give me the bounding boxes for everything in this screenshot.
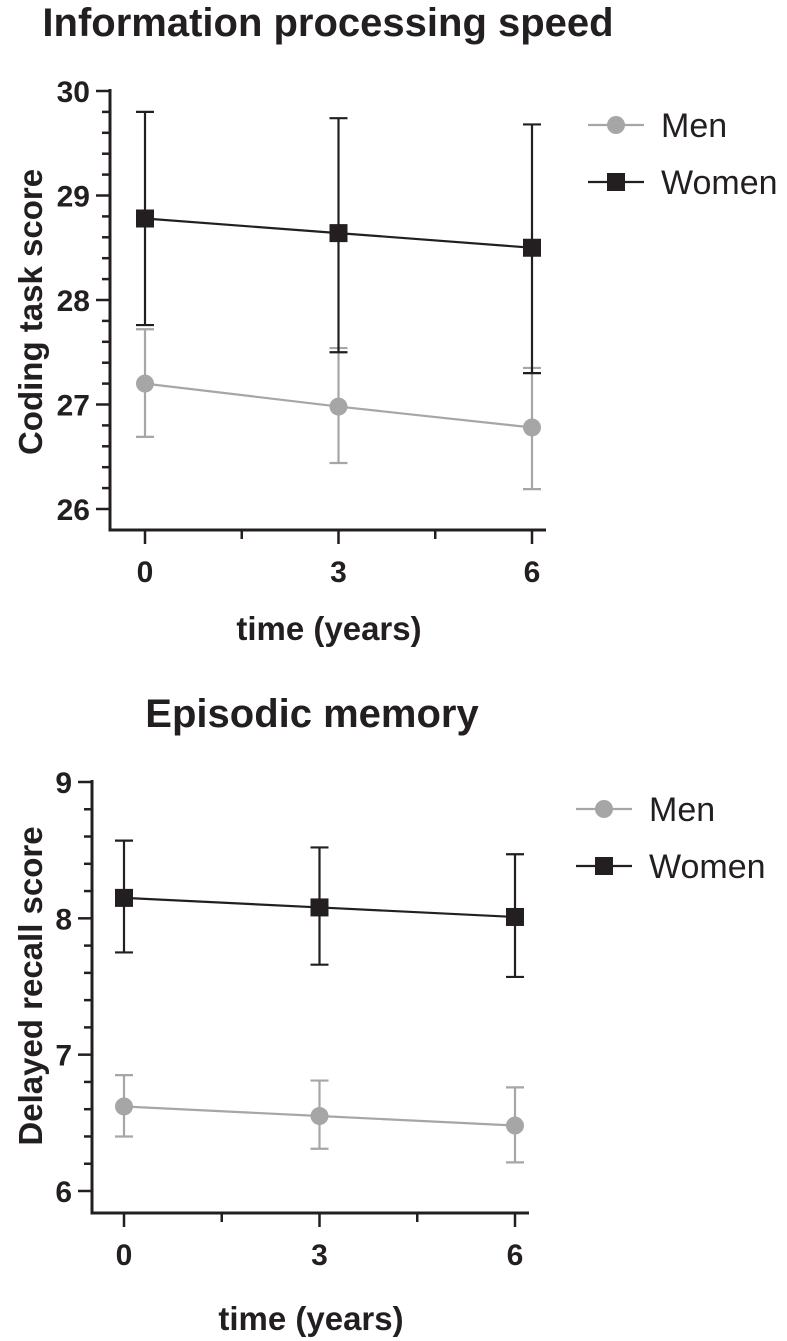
series-women (136, 110, 541, 375)
y-tick-label: 30 (57, 76, 90, 109)
y-tick-label: 8 (55, 903, 72, 936)
y-tick-label: 6 (55, 1176, 72, 1209)
chart-information-processing-speed: Information processing speed Coding task… (12, 1, 778, 647)
series-men (136, 328, 541, 491)
chart-title: Information processing speed (42, 1, 613, 45)
data-point-square (310, 898, 329, 917)
legend-item-women: Women (588, 164, 778, 202)
x-axis-title: time (years) (236, 610, 421, 647)
x-axis-title: time (years) (218, 1300, 403, 1337)
data-point-circle (115, 1097, 133, 1116)
chart-episodic-memory: Episodic memory Delayed recall score tim… (12, 692, 766, 1337)
axes: 26 27 28 29 30 0 3 6 (57, 76, 546, 589)
legend-marker-circle (607, 116, 625, 134)
data-point-square (136, 209, 154, 228)
legend-item-women: Women (576, 848, 766, 886)
legend: Men Women (576, 791, 766, 886)
legend-marker-square (607, 173, 625, 191)
legend-label: Women (661, 164, 778, 202)
legend-marker-square (595, 857, 613, 875)
x-tick-label: 3 (330, 556, 347, 589)
y-tick-label: 7 (55, 1040, 72, 1073)
series-men (115, 1074, 524, 1164)
x-tick-label: 6 (524, 556, 541, 589)
legend-label: Men (661, 107, 727, 145)
data-point-square (506, 907, 524, 926)
data-point-circle (523, 418, 541, 437)
x-tick-label: 0 (116, 1239, 133, 1272)
y-tick-label: 27 (57, 390, 90, 423)
x-tick-label: 0 (137, 556, 154, 589)
y-tick-label: 9 (55, 767, 72, 800)
y-tick-label: 29 (57, 181, 90, 214)
legend-label: Men (649, 791, 715, 829)
legend: Men Women (588, 107, 778, 202)
x-tick-label: 3 (311, 1239, 328, 1272)
legend-label: Women (649, 848, 766, 886)
series-layer (115, 839, 524, 1164)
data-point-square (329, 224, 348, 243)
data-point-square (523, 238, 541, 257)
data-point-circle (329, 397, 348, 416)
chart-title: Episodic memory (145, 692, 479, 736)
data-point-circle (136, 374, 154, 393)
data-point-square (115, 888, 133, 907)
series-layer (136, 110, 541, 491)
y-axis-title: Delayed recall score (12, 826, 49, 1145)
legend-marker-circle (595, 800, 613, 818)
y-tick-label: 28 (57, 285, 90, 318)
legend-item-men: Men (576, 791, 715, 829)
axes: 6 7 8 9 0 3 6 (55, 767, 529, 1272)
legend-item-men: Men (588, 107, 727, 145)
series-women (115, 839, 524, 979)
y-axis-title: Coding task score (12, 169, 49, 455)
data-point-circle (310, 1107, 329, 1126)
x-tick-label: 6 (507, 1239, 524, 1272)
data-point-circle (506, 1116, 524, 1135)
y-tick-label: 26 (57, 494, 90, 527)
